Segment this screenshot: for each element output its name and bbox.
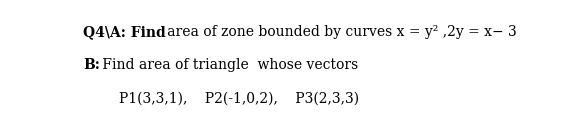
Text: B:: B:	[83, 58, 100, 72]
Text: area of zone bounded by curves x = y² ,2y = x− 3: area of zone bounded by curves x = y² ,2…	[154, 25, 517, 39]
Text: P1(3,3,1),    P2(-1,0,2),    P3(2,3,3): P1(3,3,1), P2(-1,0,2), P3(2,3,3)	[119, 92, 359, 106]
Text: Find area of triangle  whose vectors: Find area of triangle whose vectors	[98, 58, 359, 72]
Text: Q4\A: Find: Q4\A: Find	[83, 25, 166, 39]
